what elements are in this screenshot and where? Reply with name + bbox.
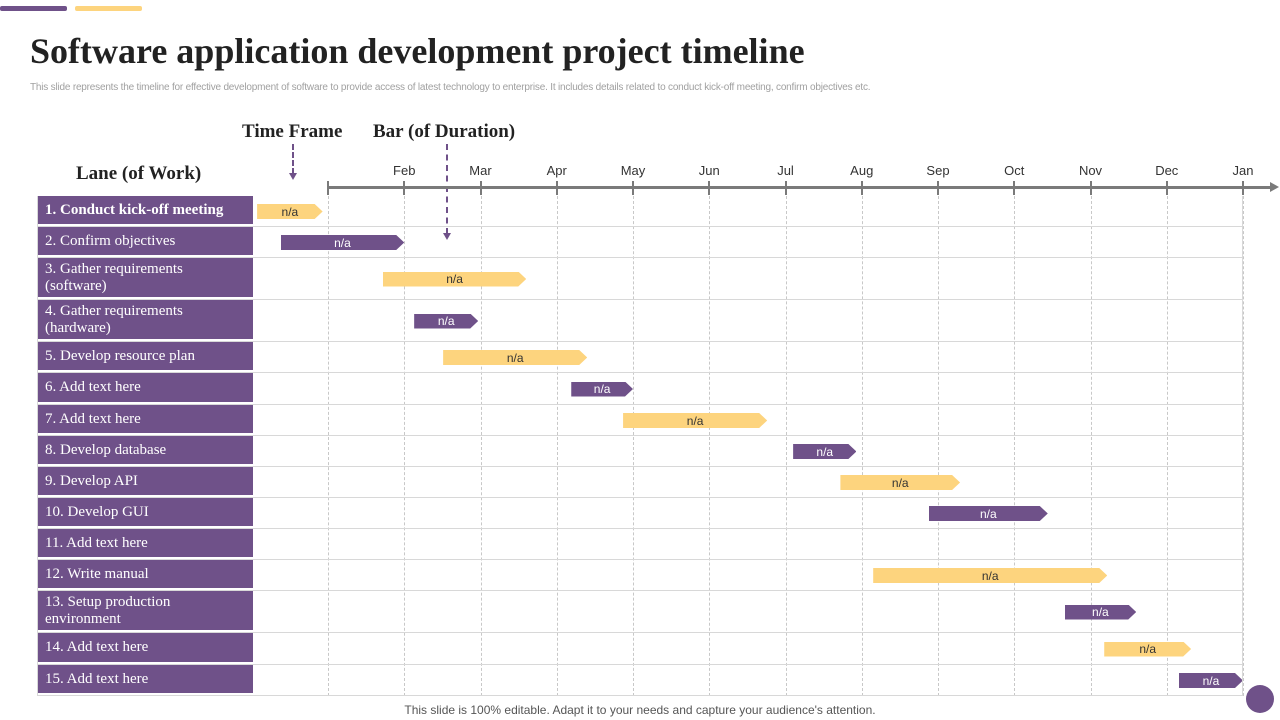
month-label: Oct: [1004, 163, 1025, 178]
lane-header: Lane (of Work): [76, 163, 202, 184]
time-frame-header: Time Frame: [242, 121, 343, 142]
lane-row: 13. Setup production environment n/a: [37, 591, 1243, 633]
duration-bar[interactable]: n/a: [1065, 605, 1137, 620]
duration-bar[interactable]: n/a: [929, 506, 1048, 521]
month-label: Sep: [926, 163, 950, 178]
grid-line: [480, 196, 482, 696]
month-label: Apr: [546, 163, 567, 178]
grid-line: [938, 196, 939, 696]
decorative-circle: [1246, 685, 1274, 713]
grid-line: [633, 196, 634, 696]
duration-bar[interactable]: n/a: [443, 350, 587, 365]
month-label: May: [620, 163, 646, 178]
lane-label: 3. Gather requirements (software): [37, 258, 253, 299]
lane-label: 8. Develop database: [37, 436, 253, 466]
month-label: Mar: [469, 163, 492, 178]
lane-row: 10. Develop GUI n/a: [37, 498, 1243, 529]
lane-label: 1. Conduct kick-off meeting: [37, 196, 253, 226]
lane-label: 6. Add text here: [37, 373, 253, 404]
lane-row: 5. Develop resource plan n/a: [37, 342, 1243, 373]
duration-bar[interactable]: n/a: [840, 475, 960, 490]
month-label: Jul: [777, 163, 794, 178]
lane-row: 2. Confirm objectives n/a: [37, 227, 1243, 258]
month-label: Dec: [1155, 163, 1179, 178]
grid-line: [556, 196, 558, 696]
lane-label: 14. Add text here: [37, 633, 253, 664]
lane-label: 12. Write manual: [37, 560, 253, 590]
lane-row: 6. Add text here n/a: [37, 373, 1243, 405]
time-frame-arrow-icon: [289, 144, 297, 180]
grid-line: [404, 196, 406, 696]
duration-bar[interactable]: n/a: [623, 413, 767, 428]
grid-line: [785, 196, 787, 696]
grid-line: [1166, 196, 1168, 696]
lane-row: 8. Develop database n/a: [37, 436, 1243, 467]
lane-label: 11. Add text here: [37, 529, 253, 559]
month-label: Feb: [393, 163, 416, 178]
duration-bar[interactable]: n/a: [873, 568, 1107, 583]
month-label: Jan: [1232, 163, 1254, 178]
footer-text: This slide is 100% editable. Adapt it to…: [404, 703, 876, 717]
duration-bar[interactable]: n/a: [1179, 673, 1243, 688]
duration-bar[interactable]: n/a: [1104, 642, 1191, 657]
month-label: Nov: [1078, 163, 1103, 178]
lane-label: 5. Develop resource plan: [37, 342, 253, 372]
axis-arrow-icon: [1270, 182, 1279, 192]
bar-arrow-icon: [443, 144, 451, 240]
accent-bar-yellow: [75, 6, 142, 11]
month-label: Aug: [850, 163, 874, 178]
grid-line: [1014, 196, 1016, 696]
lane-label: 4. Gather requirements (hardware): [37, 300, 253, 341]
duration-bar[interactable]: n/a: [257, 204, 323, 219]
duration-bar[interactable]: n/a: [793, 444, 856, 459]
lane-label: 7. Add text here: [37, 405, 253, 435]
lane-label: 15. Add text here: [37, 665, 253, 695]
bar-header: Bar (of Duration): [373, 121, 516, 142]
lane-row: 7. Add text here n/a: [37, 405, 1243, 436]
lane-row: 9. Develop API n/a: [37, 467, 1243, 498]
lane-row: 14. Add text here n/a: [37, 633, 1243, 665]
grid-line: [709, 196, 711, 696]
duration-bar[interactable]: n/a: [571, 382, 633, 397]
lane-row: 3. Gather requirements (software) n/a: [37, 258, 1243, 300]
grid-line: [1243, 196, 1244, 696]
table-frame: [37, 196, 1243, 696]
duration-bar[interactable]: n/a: [383, 272, 526, 287]
lane-row: 12. Write manual n/a: [37, 560, 1243, 591]
page-subtitle: This slide represents the timeline for e…: [30, 82, 871, 93]
timeline-axis: [328, 186, 1272, 189]
grid-line: [861, 196, 863, 696]
lane-row: 1. Conduct kick-off meeting n/a: [37, 196, 1243, 227]
lane-row: 4. Gather requirements (hardware) n/a: [37, 300, 1243, 342]
grid-line: [328, 196, 329, 696]
page-title: Software application development project…: [30, 31, 805, 71]
accent-bar-purple: [0, 6, 67, 11]
duration-bar[interactable]: n/a: [281, 235, 405, 250]
month-label: Jun: [698, 163, 720, 178]
lane-label: 13. Setup production environment: [37, 591, 253, 632]
lane-label: 10. Develop GUI: [37, 498, 253, 528]
duration-bar[interactable]: n/a: [414, 314, 478, 329]
lane-row: 11. Add text here: [37, 529, 1243, 560]
lane-label: 9. Develop API: [37, 467, 253, 497]
lane-label: 2. Confirm objectives: [37, 227, 253, 257]
grid-line: [1090, 196, 1092, 696]
